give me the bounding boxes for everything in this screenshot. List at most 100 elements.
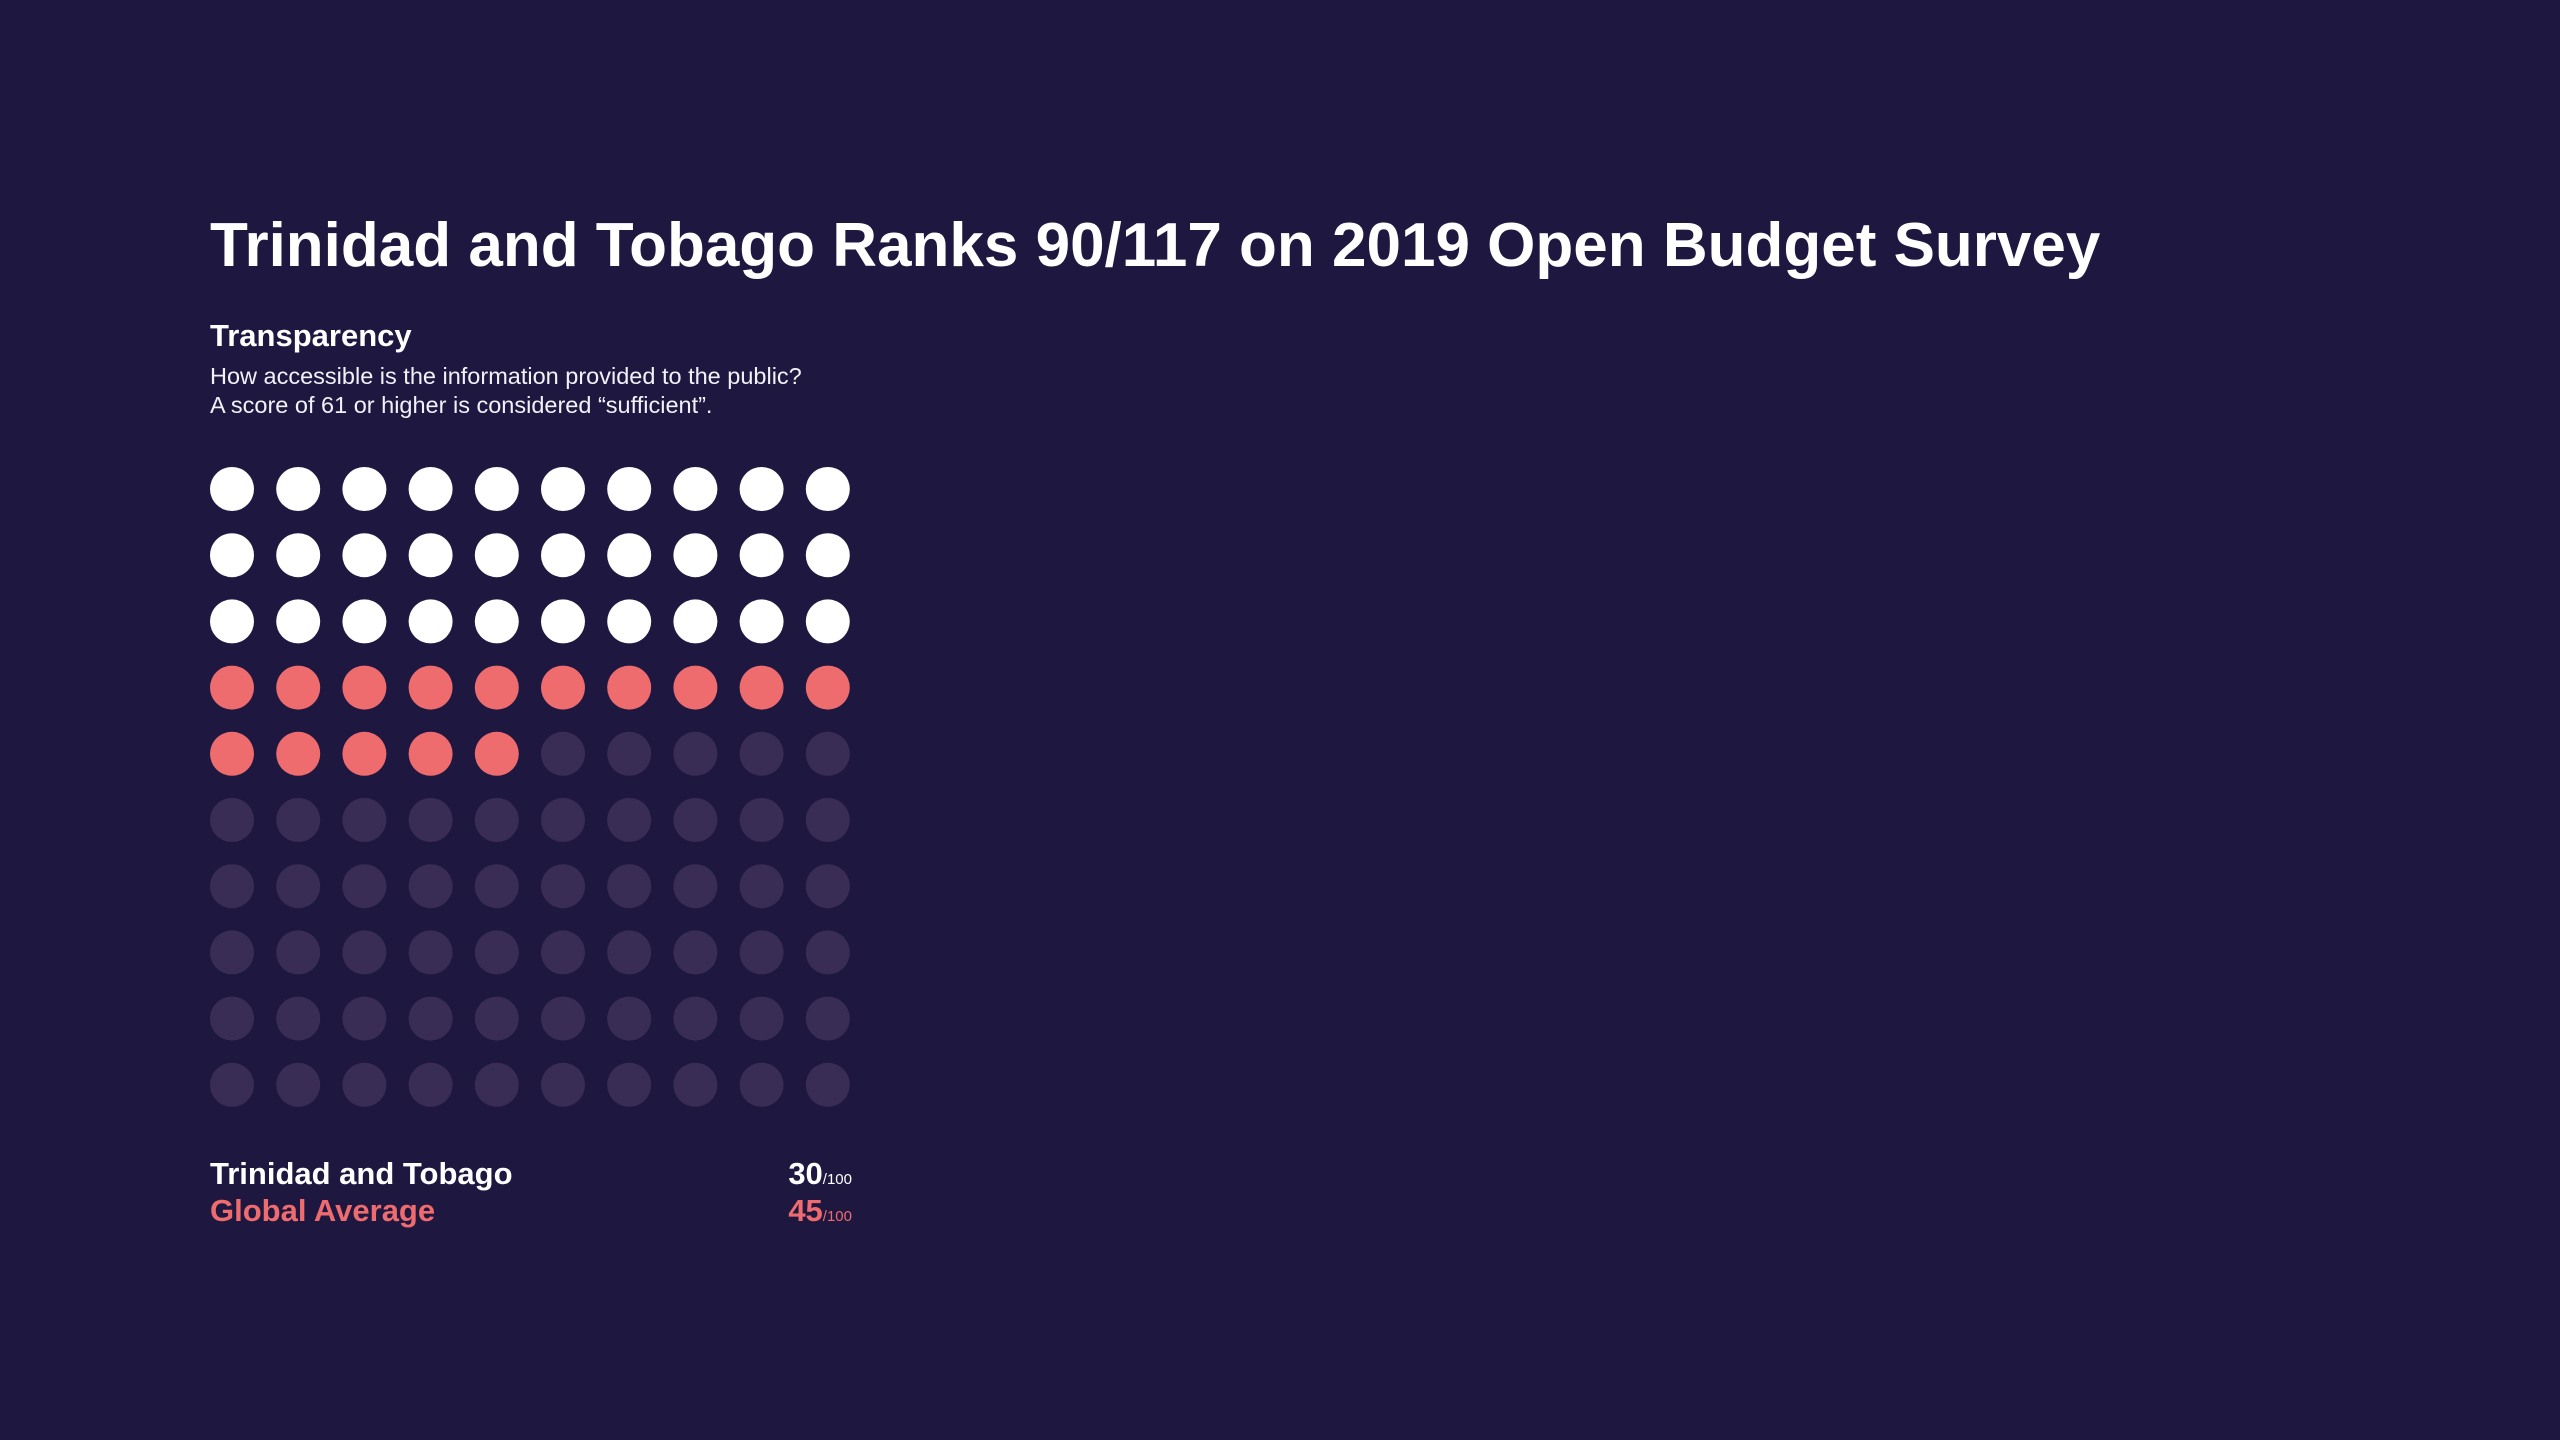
legend-country-score: 30/100 <box>788 1155 852 1199</box>
dot-country <box>673 533 718 578</box>
dot-country <box>276 533 321 578</box>
dot-country <box>739 599 784 644</box>
dot-global <box>805 665 850 710</box>
dot-empty <box>541 996 585 1041</box>
dot-empty <box>474 930 519 975</box>
section-description: How accessible is the information provid… <box>210 362 802 420</box>
dot-empty <box>541 930 585 975</box>
dot-empty <box>474 996 519 1041</box>
dot-empty <box>541 1062 585 1107</box>
dot-global <box>408 665 453 710</box>
legend-global-label: Global Average <box>210 1193 436 1228</box>
dot-empty <box>739 864 784 909</box>
dot-empty <box>408 996 453 1041</box>
dot-empty <box>210 798 254 842</box>
dot-empty <box>342 864 387 909</box>
dot-country <box>342 533 387 578</box>
dot-country <box>474 533 519 578</box>
dot-empty <box>739 1062 784 1107</box>
dot-country <box>739 533 784 578</box>
dot-country <box>276 467 321 511</box>
dot-country <box>607 599 652 644</box>
dot-empty <box>805 1062 850 1107</box>
dot-country <box>541 599 585 644</box>
dot-country <box>805 599 850 644</box>
dot-global <box>607 665 652 710</box>
dot-empty <box>607 798 652 842</box>
page-title: Trinidad and Tobago Ranks 90/117 on 2019… <box>210 211 2101 280</box>
dot-global <box>673 665 718 710</box>
dot-country <box>342 599 387 644</box>
dot-empty <box>210 864 254 909</box>
dot-country <box>607 533 652 578</box>
dot-empty <box>276 864 321 909</box>
dot-empty <box>607 1062 652 1107</box>
dot-empty <box>408 798 453 842</box>
dot-empty <box>673 731 718 776</box>
global-score-value: 45 <box>788 1193 823 1228</box>
dot-country <box>607 467 652 511</box>
dot-empty <box>607 864 652 909</box>
dot-empty <box>805 731 850 776</box>
global-score-max: /100 <box>822 1208 852 1225</box>
dot-empty <box>276 1062 321 1107</box>
dot-country <box>474 599 519 644</box>
dot-country <box>408 533 453 578</box>
dot-global <box>739 665 784 710</box>
dot-country <box>276 599 321 644</box>
dot-global <box>474 731 519 776</box>
dot-empty <box>474 1062 519 1107</box>
dot-empty <box>541 731 585 776</box>
dot-empty <box>805 996 850 1041</box>
dot-empty <box>276 996 321 1041</box>
dot-empty <box>739 731 784 776</box>
dot-country <box>541 533 585 578</box>
dot-empty <box>805 864 850 909</box>
dot-global <box>408 731 453 776</box>
dot-empty <box>739 798 784 842</box>
country-score-max: /100 <box>822 1171 852 1188</box>
dot-global <box>210 665 254 710</box>
country-score-value: 30 <box>788 1156 823 1191</box>
dot-country <box>673 599 718 644</box>
dot-country <box>673 467 718 511</box>
dot-country <box>739 467 784 511</box>
dot-empty <box>342 996 387 1041</box>
dot-empty <box>805 930 850 975</box>
dot-empty <box>210 1062 254 1107</box>
dot-global <box>276 665 321 710</box>
dot-empty <box>276 798 321 842</box>
dot-country <box>210 533 254 578</box>
legend-global-score: 45/100 <box>788 1192 852 1236</box>
dot-empty <box>673 864 718 909</box>
dot-empty <box>408 1062 453 1107</box>
dot-empty <box>541 864 585 909</box>
dot-empty <box>541 798 585 842</box>
dot-empty <box>607 996 652 1041</box>
dot-country <box>805 467 850 511</box>
dot-empty <box>607 930 652 975</box>
dot-country <box>541 467 585 511</box>
dot-country <box>210 467 254 511</box>
dot-empty <box>673 798 718 842</box>
waffle-chart <box>210 467 850 1107</box>
dot-empty <box>408 864 453 909</box>
legend-country: Trinidad and Tobago 30/100 <box>210 1155 852 1193</box>
legend-global: Global Average 45/100 <box>210 1192 852 1230</box>
dot-empty <box>805 798 850 842</box>
dot-global <box>276 731 321 776</box>
dot-global <box>541 665 585 710</box>
dot-country <box>210 599 254 644</box>
dot-country <box>408 467 453 511</box>
dot-empty <box>408 930 453 975</box>
dot-empty <box>673 930 718 975</box>
dot-empty <box>342 1062 387 1107</box>
section-title: Transparency <box>210 318 412 353</box>
dot-empty <box>210 930 254 975</box>
dot-country <box>408 599 453 644</box>
dot-empty <box>673 1062 718 1107</box>
dot-empty <box>739 930 784 975</box>
dot-empty <box>276 930 321 975</box>
dot-empty <box>342 930 387 975</box>
